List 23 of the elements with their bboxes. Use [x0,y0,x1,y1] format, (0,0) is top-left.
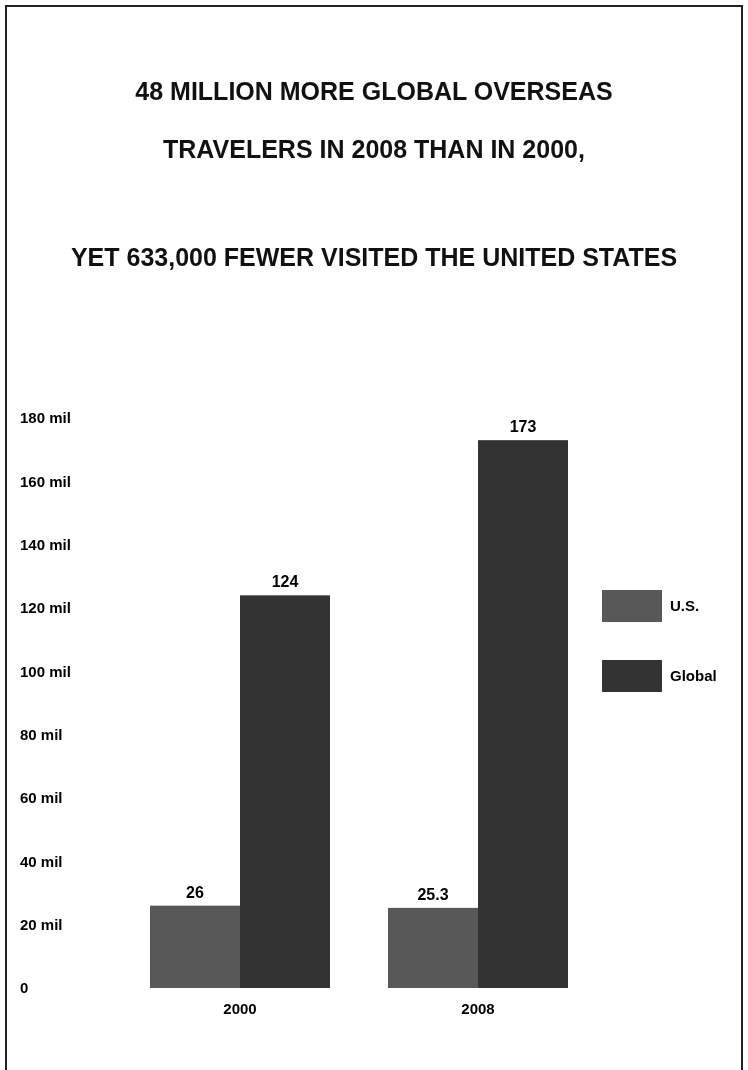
legend-label: Global [670,667,717,685]
bar [150,905,240,988]
y-tick-label: 40 mil [20,852,63,870]
data-label: 124 [271,573,299,591]
data-label: 25.3 [417,885,449,903]
chart-title: 48 MILLION MORE GLOBAL OVERSEAS TRAVELERS IN 2008 THAN IN 2000, YET 633,000 FEWER VISITED THE UNITED STATES [70,77,678,271]
y-tick-label: 0 [20,979,29,997]
bar [240,595,330,988]
data-label: 26 [186,883,204,901]
bar [388,907,478,988]
y-tick-label: 60 mil [20,789,63,807]
y-tick-label: 180 mil [20,409,71,427]
data-label: 173 [509,418,537,436]
x-tick-label: 2000 [223,1000,257,1017]
y-tick-label: 80 mil [20,725,63,743]
y-tick-label: 100 mil [20,662,71,680]
y-tick-label: 120 mil [20,599,71,617]
y-tick-label: 160 mil [20,472,71,490]
legend-label: U.S. [670,597,700,615]
y-tick-label: 20 mil [20,915,63,933]
y-tick-label: 140 mil [20,535,71,553]
x-tick-label: 2008 [461,1000,495,1017]
bar [478,440,568,988]
